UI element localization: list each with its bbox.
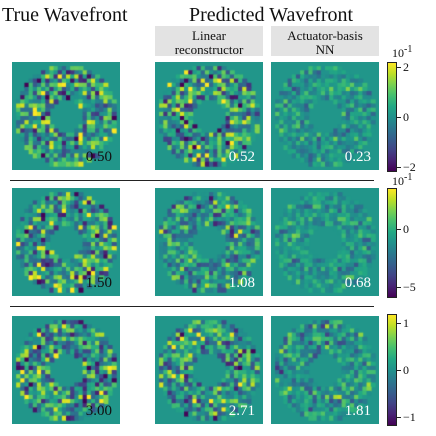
colorbar-row1 [387,62,397,172]
colorbar-tick-mark [397,417,401,418]
true-wavefront-panel-row3: 3.00 [12,316,120,424]
value-label-row1-nn: 0.23 [344,149,371,165]
linear-reconstructor-header: Linear reconstructor [155,26,263,57]
heatmap-row3-true [12,316,120,424]
colorbar-tick-mark [397,229,401,230]
true-wavefront-header: True Wavefront [2,4,128,26]
nn-header-line2: NN [315,42,335,57]
value-label-row2-linear: 1.08 [228,275,255,291]
colorbar-tick-label: 0 [403,222,409,236]
nn-panel-row2: 0.68 [271,188,379,296]
colorbar-exponent-row2: 10-1 [392,172,412,187]
colorbar-exponent-power-row2: -1 [404,172,413,183]
linear-panel-row3: 2.71 [155,316,263,424]
value-label-row3-linear: 2.71 [228,403,255,419]
colorbar-exponent-base-row2: 10 [392,174,404,188]
value-label-row3-nn: 1.81 [344,403,371,419]
colorbar-exponent-base-row1: 10 [392,46,404,60]
colorbar-tick-mark [397,67,401,68]
true-wavefront-panel-row2: 1.50 [12,188,120,296]
colorbar-tick-mark [397,117,401,118]
nn-panel-row1: 0.23 [271,62,379,170]
colorbar-tick-label: −1 [403,410,416,424]
value-label-row2-true: 1.50 [85,275,112,291]
value-label-row3-true: 3.00 [85,403,112,419]
linear-panel-row2: 1.08 [155,188,263,296]
heatmap-row3-linear [155,316,263,424]
colorbar-tick-label: 0 [403,110,409,124]
heatmap-row2-true [12,188,120,296]
nn-panel-row3: 1.81 [271,316,379,424]
colorbar-tick-label: 1 [403,316,409,330]
heatmap-row1-true [12,62,120,170]
colorbar-tick-label: 0 [403,363,409,377]
value-label-row1-linear: 0.52 [228,149,255,165]
heatmap-row2-nn [271,188,379,296]
nn-header-line1: Actuator-basis [287,28,363,43]
colorbar-tick-mark [397,323,401,324]
predicted-wavefront-header: Predicted Wavefront [189,4,354,26]
colorbar-row2 [387,188,397,298]
linear-header-line1: Linear [192,28,226,43]
linear-panel-row1: 0.52 [155,62,263,170]
colorbar-exponent-power-row1: -1 [404,44,413,55]
colorbar-tick-mark [397,370,401,371]
colorbar-tick-label: 2 [403,60,409,74]
heatmap-row2-linear [155,188,263,296]
heatmap-row3-nn [271,316,379,424]
heatmap-row1-nn [271,62,379,170]
colorbar-row3 [387,314,397,426]
colorbar-tick-mark [397,287,401,288]
nn-header: Actuator-basis NN [271,26,379,57]
row-separator-2 [10,306,374,307]
colorbar-tick-label: −2 [403,160,416,174]
value-label-row1-true: 0.50 [85,149,112,165]
colorbar-tick-mark [397,167,401,168]
value-label-row2-nn: 0.68 [344,275,371,291]
true-wavefront-panel-row1: 0.50 [12,62,120,170]
colorbar-tick-label: −5 [403,280,416,294]
heatmap-row1-linear [155,62,263,170]
linear-header-line2: reconstructor [174,42,244,57]
row-separator-1 [10,180,374,181]
colorbar-exponent-row1: 10-1 [392,44,412,59]
